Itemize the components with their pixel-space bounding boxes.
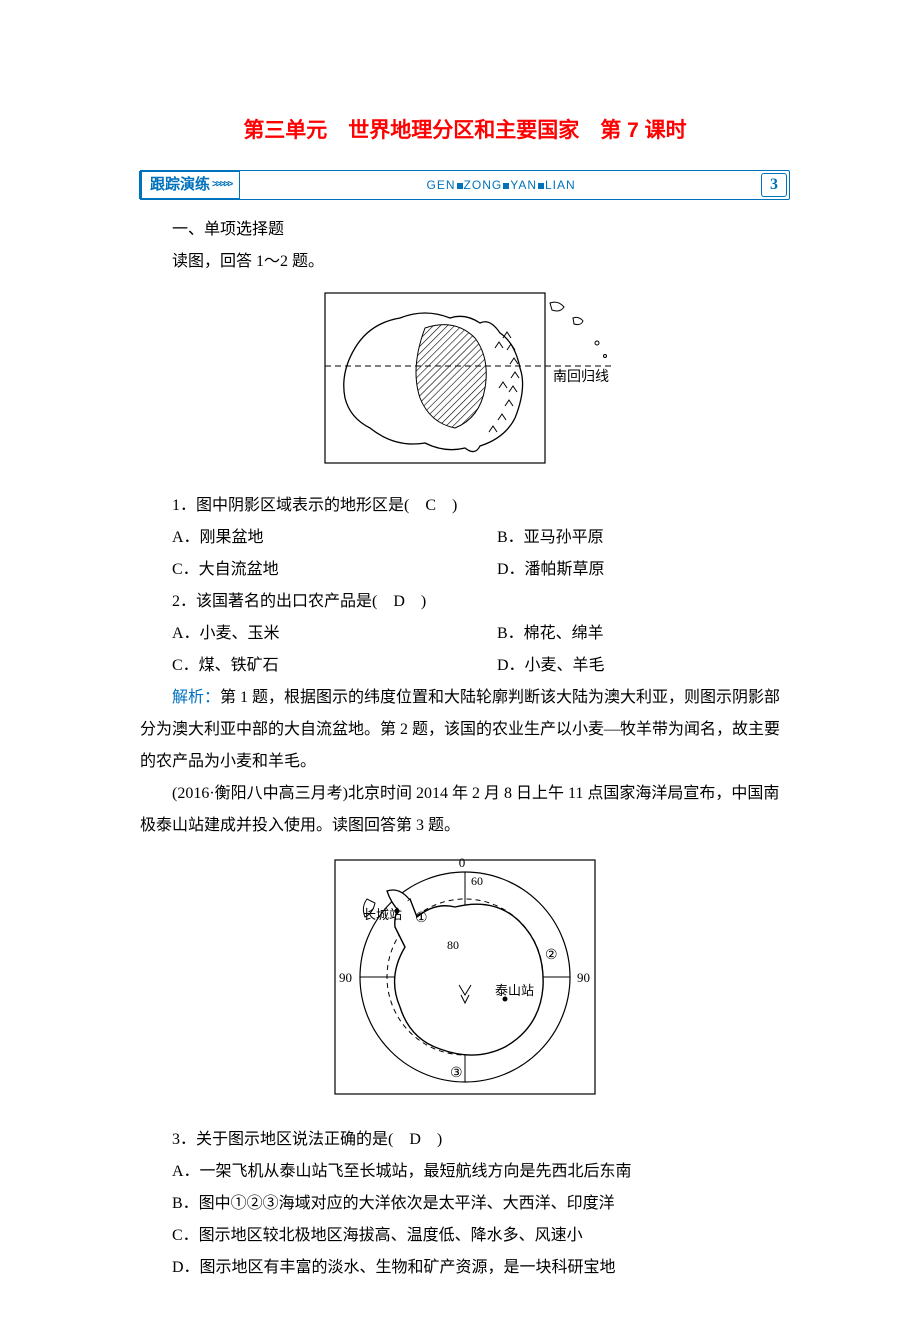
q2-A: A．小麦、玉米 bbox=[140, 618, 465, 650]
q1-opts-2: C．大自流盆地 D．潘帕斯草原 bbox=[140, 554, 790, 586]
intro-2: (2016·衡阳八中高三月考)北京时间 2014 年 2 月 8 日上午 11 … bbox=[140, 778, 790, 842]
svg-text:0: 0 bbox=[459, 855, 466, 870]
svg-text:80: 80 bbox=[447, 938, 459, 952]
analysis-text: 第 1 题，根据图示的纬度位置和大陆轮廓判断该大陆为澳大利亚，则图示阴影部分为澳… bbox=[140, 689, 780, 770]
q1-C: C．大自流盆地 bbox=[140, 554, 465, 586]
section-bar: 跟踪演练 >>>>> GENZONGYANLIAN 3 bbox=[140, 170, 790, 200]
svg-text:90: 90 bbox=[577, 970, 590, 985]
svg-text:60: 60 bbox=[471, 874, 483, 888]
q2-B: B．棉花、绵羊 bbox=[465, 618, 790, 650]
analysis-1: 解析：第 1 题，根据图示的纬度位置和大陆轮廓判断该大陆为澳大利亚，则图示阴影部… bbox=[140, 682, 790, 778]
page: 第三单元 世界地理分区和主要国家 第 7 课时 跟踪演练 >>>>> GENZO… bbox=[0, 0, 920, 1344]
section-mid: GENZONGYANLIAN bbox=[241, 173, 761, 197]
q3-stem: 3．关于图示地区说法正确的是( D ) bbox=[140, 1124, 790, 1156]
q3-B: B．图中①②③海域对应的大洋依次是太平洋、大西洋、印度洋 bbox=[140, 1188, 790, 1220]
section-label-text: 跟踪演练 bbox=[150, 170, 210, 200]
q2-D: D．小麦、羊毛 bbox=[465, 650, 790, 682]
q2-opts-2: C．煤、铁矿石 D．小麦、羊毛 bbox=[140, 650, 790, 682]
svg-text:长城站: 长城站 bbox=[363, 907, 402, 922]
q3-D: D．图示地区有丰富的淡水、生物和矿产资源，是一块科研宝地 bbox=[140, 1252, 790, 1284]
heading-1: 一、单项选择题 bbox=[140, 214, 790, 246]
figure-australia: 南回归线 bbox=[140, 288, 790, 480]
chevron-icon: >>>>> bbox=[212, 175, 231, 195]
q2-C: C．煤、铁矿石 bbox=[140, 650, 465, 682]
svg-text:泰山站: 泰山站 bbox=[495, 983, 534, 998]
q1-A: A．刚果盆地 bbox=[140, 522, 465, 554]
svg-text:①: ① bbox=[415, 911, 428, 926]
q2-opts-1: A．小麦、玉米 B．棉花、绵羊 bbox=[140, 618, 790, 650]
svg-text:90: 90 bbox=[339, 970, 352, 985]
section-endcap: 3 bbox=[761, 173, 787, 197]
q1-B: B．亚马孙平原 bbox=[465, 522, 790, 554]
q1-opts-1: A．刚果盆地 B．亚马孙平原 bbox=[140, 522, 790, 554]
figure-antarctica: 0 60 80 90 90 ① ② ③ 长城站 泰山站 bbox=[140, 852, 790, 1114]
svg-text:②: ② bbox=[545, 948, 558, 963]
q2-stem: 2．该国著名的出口农产品是( D ) bbox=[140, 586, 790, 618]
label-tropic: 南回归线 bbox=[553, 368, 609, 385]
analysis-label: 解析： bbox=[172, 689, 220, 706]
intro-1: 读图，回答 1～2 题。 bbox=[140, 246, 790, 278]
section-label: 跟踪演练 >>>>> bbox=[139, 171, 240, 199]
page-title: 第三单元 世界地理分区和主要国家 第 7 课时 bbox=[140, 110, 790, 152]
q1-D: D．潘帕斯草原 bbox=[465, 554, 790, 586]
q3-A: A．一架飞机从泰山站飞至长城站，最短航线方向是先西北后东南 bbox=[140, 1156, 790, 1188]
q1-stem: 1．图中阴影区域表示的地形区是( C ) bbox=[140, 490, 790, 522]
svg-text:③: ③ bbox=[450, 1066, 463, 1081]
q3-C: C．图示地区较北极地区海拔高、温度低、降水多、风速小 bbox=[140, 1220, 790, 1252]
